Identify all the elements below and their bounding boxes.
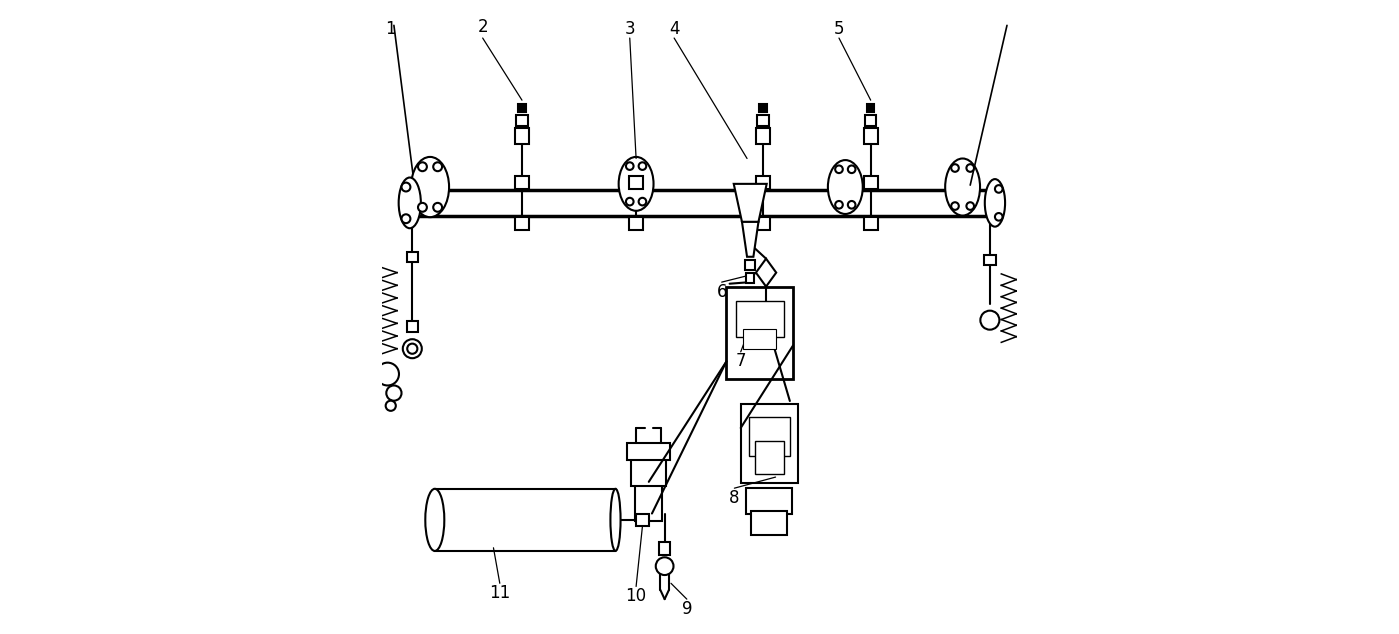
Circle shape [951,202,958,210]
Circle shape [402,183,410,191]
Bar [747,488,792,514]
Ellipse shape [985,179,1004,227]
Circle shape [376,363,399,385]
Bar [755,441,783,474]
Bar [435,489,616,551]
Circle shape [625,162,634,170]
Circle shape [967,202,974,210]
Ellipse shape [828,160,863,214]
Circle shape [638,198,646,205]
Circle shape [407,344,417,354]
Text: 1: 1 [385,20,396,37]
Circle shape [848,201,855,209]
Circle shape [386,385,402,401]
Bar [407,321,418,332]
Text: 11: 11 [490,584,511,602]
Bar [515,128,529,145]
Bar [627,443,670,460]
Text: 7: 7 [736,353,746,370]
Polygon shape [741,222,758,257]
Circle shape [995,213,1003,221]
Circle shape [418,203,427,212]
Bar [515,176,529,189]
Circle shape [418,162,427,171]
Circle shape [625,198,634,205]
Bar [637,514,649,526]
Circle shape [967,164,974,172]
Bar [746,260,755,270]
Circle shape [402,214,410,223]
Circle shape [386,401,396,411]
Bar [630,176,644,189]
Bar [760,104,767,112]
Circle shape [434,162,442,171]
Bar [757,115,768,126]
Ellipse shape [411,157,449,217]
Bar [518,104,526,112]
Text: 8: 8 [729,489,740,507]
Bar [863,217,877,230]
Bar [755,176,769,189]
Polygon shape [755,259,776,287]
Bar [747,273,754,283]
Circle shape [835,165,842,173]
Ellipse shape [399,178,421,228]
Bar [740,404,797,484]
Text: 9: 9 [681,600,693,618]
Bar [865,115,876,126]
Bar [635,481,662,521]
Bar [630,217,644,230]
Text: 5: 5 [834,20,844,37]
Circle shape [638,162,646,170]
Bar [755,217,769,230]
Circle shape [995,185,1003,193]
Circle shape [981,311,999,330]
Ellipse shape [425,489,445,551]
Text: 10: 10 [625,587,646,605]
Bar [983,255,996,264]
Bar [659,542,670,555]
Circle shape [848,165,855,173]
Text: 3: 3 [624,20,635,37]
Circle shape [403,339,422,358]
Bar [631,459,666,486]
Circle shape [835,201,842,209]
Ellipse shape [618,157,653,210]
Circle shape [951,164,958,172]
Bar [755,128,769,145]
Bar [726,287,793,379]
Bar [736,301,783,337]
Bar [748,417,790,456]
Ellipse shape [610,489,621,551]
Circle shape [434,203,442,212]
Bar [863,128,877,145]
Text: 6: 6 [716,283,727,301]
Bar [516,115,527,126]
Bar [867,104,874,112]
Ellipse shape [946,158,981,216]
Bar [863,176,877,189]
Bar [743,329,776,349]
Bar [515,217,529,230]
Polygon shape [733,184,767,222]
Bar [751,511,788,535]
Text: 4: 4 [669,20,680,37]
Bar [407,252,418,261]
Circle shape [656,557,673,575]
Text: 2: 2 [477,18,488,36]
